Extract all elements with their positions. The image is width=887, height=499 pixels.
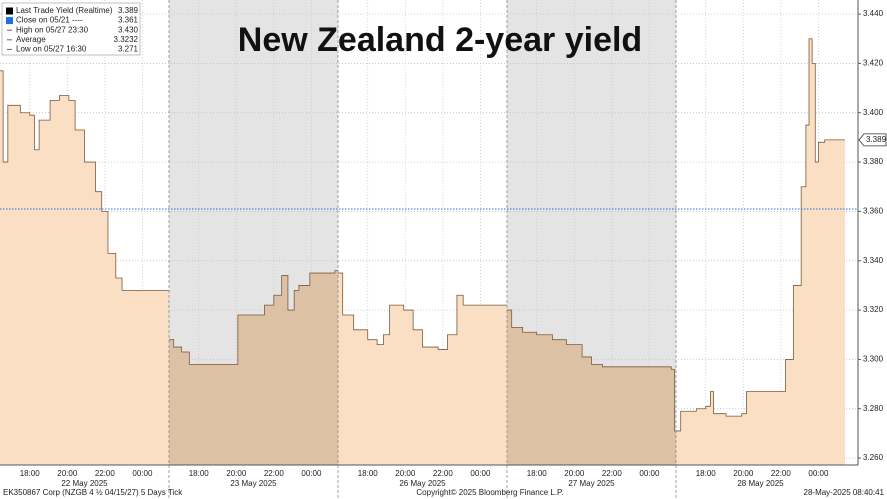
area [169, 270, 338, 465]
legend-label: Last Trade Yield (Realtime) [16, 6, 113, 15]
legend-swatch [6, 7, 13, 15]
legend-swatch [6, 17, 13, 25]
legend-value: 3.3232 [114, 35, 139, 44]
x-tick-label: 00:00 [301, 469, 322, 478]
yield-line [338, 272, 507, 350]
yield-line [507, 309, 676, 432]
area [507, 310, 676, 465]
legend-value: 3.361 [118, 16, 139, 25]
legend-label: Close on 05/21 ---- [16, 16, 83, 25]
footer-center: Copyright© 2025 Bloomberg Finance L.P. [416, 488, 563, 497]
legend-value: 3.389 [118, 6, 139, 15]
x-tick-label: 20:00 [226, 469, 247, 478]
legend-value: 3.430 [118, 25, 139, 34]
legend-label: Low on 05/27 16:30 [16, 45, 87, 54]
x-tick-label: 22:00 [264, 469, 285, 478]
x-tick-label: 22:00 [771, 469, 792, 478]
x-tick-label: 00:00 [639, 469, 660, 478]
y-tick-label: 3.260 [863, 453, 884, 462]
footer-left: EK350867 Corp (NZGB 4 ½ 04/15/27) 5 Days… [3, 488, 183, 497]
date-label: 22 May 2025 [61, 479, 108, 488]
x-tick-label: 20:00 [57, 469, 78, 478]
y-tick-label: 3.420 [863, 59, 884, 68]
chart-title: New Zealand 2-year yield [238, 21, 642, 59]
x-tick-label: 00:00 [808, 469, 829, 478]
y-tick-label: 3.400 [863, 108, 884, 117]
y-tick-label: 3.440 [863, 9, 884, 18]
y-tick-label: 3.280 [863, 404, 884, 413]
yield-line [0, 70, 169, 291]
yield-line [676, 38, 845, 432]
y-tick-label: 3.340 [863, 256, 884, 265]
area [676, 38, 845, 466]
legend-label: Average [16, 35, 46, 44]
price-tag-label: 3.389 [866, 135, 887, 144]
x-tick-label: 22:00 [433, 469, 454, 478]
date-label: 23 May 2025 [230, 479, 277, 488]
area [0, 70, 169, 466]
x-tick-label: 20:00 [733, 469, 754, 478]
legend-box [1, 2, 141, 56]
x-tick-label: 00:00 [132, 469, 153, 478]
x-tick-label: 00:00 [470, 469, 491, 478]
yield-line [169, 270, 338, 365]
x-tick-label: 18:00 [189, 469, 210, 478]
y-tick-label: 3.380 [863, 157, 884, 166]
y-tick-label: 3.300 [863, 355, 884, 364]
x-tick-label: 18:00 [358, 469, 379, 478]
area [338, 273, 507, 465]
date-label: 28 May 2025 [737, 479, 784, 488]
y-tick-label: 3.320 [863, 305, 884, 314]
x-tick-label: 22:00 [602, 469, 623, 478]
footer-right: 28-May-2025 08:40:41 [804, 488, 885, 497]
x-tick-label: 20:00 [395, 469, 416, 478]
x-tick-label: 18:00 [527, 469, 548, 478]
x-tick-label: 18:00 [20, 469, 41, 478]
date-label: 27 May 2025 [568, 479, 615, 488]
legend-value: 3.271 [118, 45, 139, 54]
x-tick-label: 18:00 [696, 469, 717, 478]
y-tick-label: 3.360 [863, 207, 884, 216]
price-tag [858, 133, 887, 147]
date-label: 26 May 2025 [399, 479, 446, 488]
x-tick-label: 20:00 [564, 469, 585, 478]
legend-label: High on 05/27 23:30 [16, 25, 89, 34]
x-tick-label: 22:00 [95, 469, 116, 478]
